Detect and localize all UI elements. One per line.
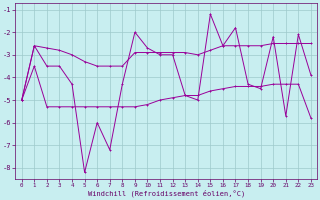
X-axis label: Windchill (Refroidissement éolien,°C): Windchill (Refroidissement éolien,°C) xyxy=(88,190,245,197)
